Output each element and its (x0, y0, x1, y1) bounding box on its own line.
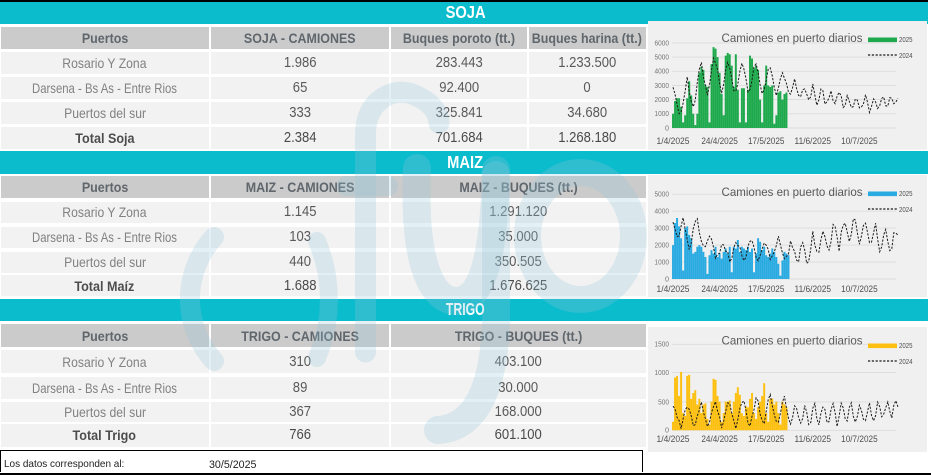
svg-text:1000: 1000 (655, 109, 669, 118)
svg-text:1000: 1000 (655, 257, 670, 266)
svg-text:2000: 2000 (655, 240, 670, 249)
svg-text:17/5/2025: 17/5/2025 (748, 434, 785, 444)
svg-text:0: 0 (665, 274, 669, 283)
svg-text:5000: 5000 (655, 52, 669, 61)
svg-text:1000: 1000 (655, 368, 670, 377)
svg-text:11/6/2025: 11/6/2025 (795, 434, 832, 444)
svg-text:2025: 2025 (899, 191, 913, 198)
svg-text:2024: 2024 (899, 53, 913, 60)
svg-text:24/4/2025: 24/4/2025 (701, 434, 738, 444)
svg-text:3000: 3000 (655, 81, 669, 90)
svg-text:5000: 5000 (655, 189, 670, 198)
svg-text:Camiones en puerto diarios: Camiones en puerto diarios (722, 185, 863, 199)
svg-text:1/4/2025: 1/4/2025 (657, 434, 690, 444)
svg-text:10/7/2025: 10/7/2025 (841, 434, 878, 444)
svg-text:10/7/2025: 10/7/2025 (841, 136, 878, 146)
svg-text:2024: 2024 (899, 207, 913, 214)
svg-text:24/4/2025: 24/4/2025 (701, 136, 738, 146)
svg-text:17/5/2025: 17/5/2025 (748, 284, 785, 294)
svg-text:17/5/2025: 17/5/2025 (748, 136, 785, 146)
svg-text:0: 0 (665, 425, 669, 434)
svg-text:1500: 1500 (655, 339, 670, 348)
svg-text:0: 0 (665, 123, 669, 132)
svg-text:11/6/2025: 11/6/2025 (795, 284, 832, 294)
svg-text:Camiones en puerto diarios: Camiones en puerto diarios (722, 333, 863, 347)
svg-text:3000: 3000 (655, 223, 670, 232)
svg-text:2025: 2025 (899, 37, 913, 44)
svg-text:1/4/2025: 1/4/2025 (657, 136, 690, 146)
svg-text:1/4/2025: 1/4/2025 (657, 284, 690, 294)
svg-text:2025: 2025 (899, 343, 913, 350)
svg-text:2000: 2000 (655, 95, 669, 104)
svg-text:6000: 6000 (655, 38, 669, 47)
svg-text:24/4/2025: 24/4/2025 (701, 284, 738, 294)
svg-text:Camiones en puerto diarios: Camiones en puerto diarios (722, 32, 863, 45)
svg-text:11/6/2025: 11/6/2025 (795, 136, 832, 146)
svg-text:2024: 2024 (899, 359, 913, 366)
svg-text:4000: 4000 (655, 67, 669, 76)
svg-text:500: 500 (658, 397, 669, 406)
svg-text:10/7/2025: 10/7/2025 (841, 284, 878, 294)
svg-text:4000: 4000 (655, 206, 670, 215)
